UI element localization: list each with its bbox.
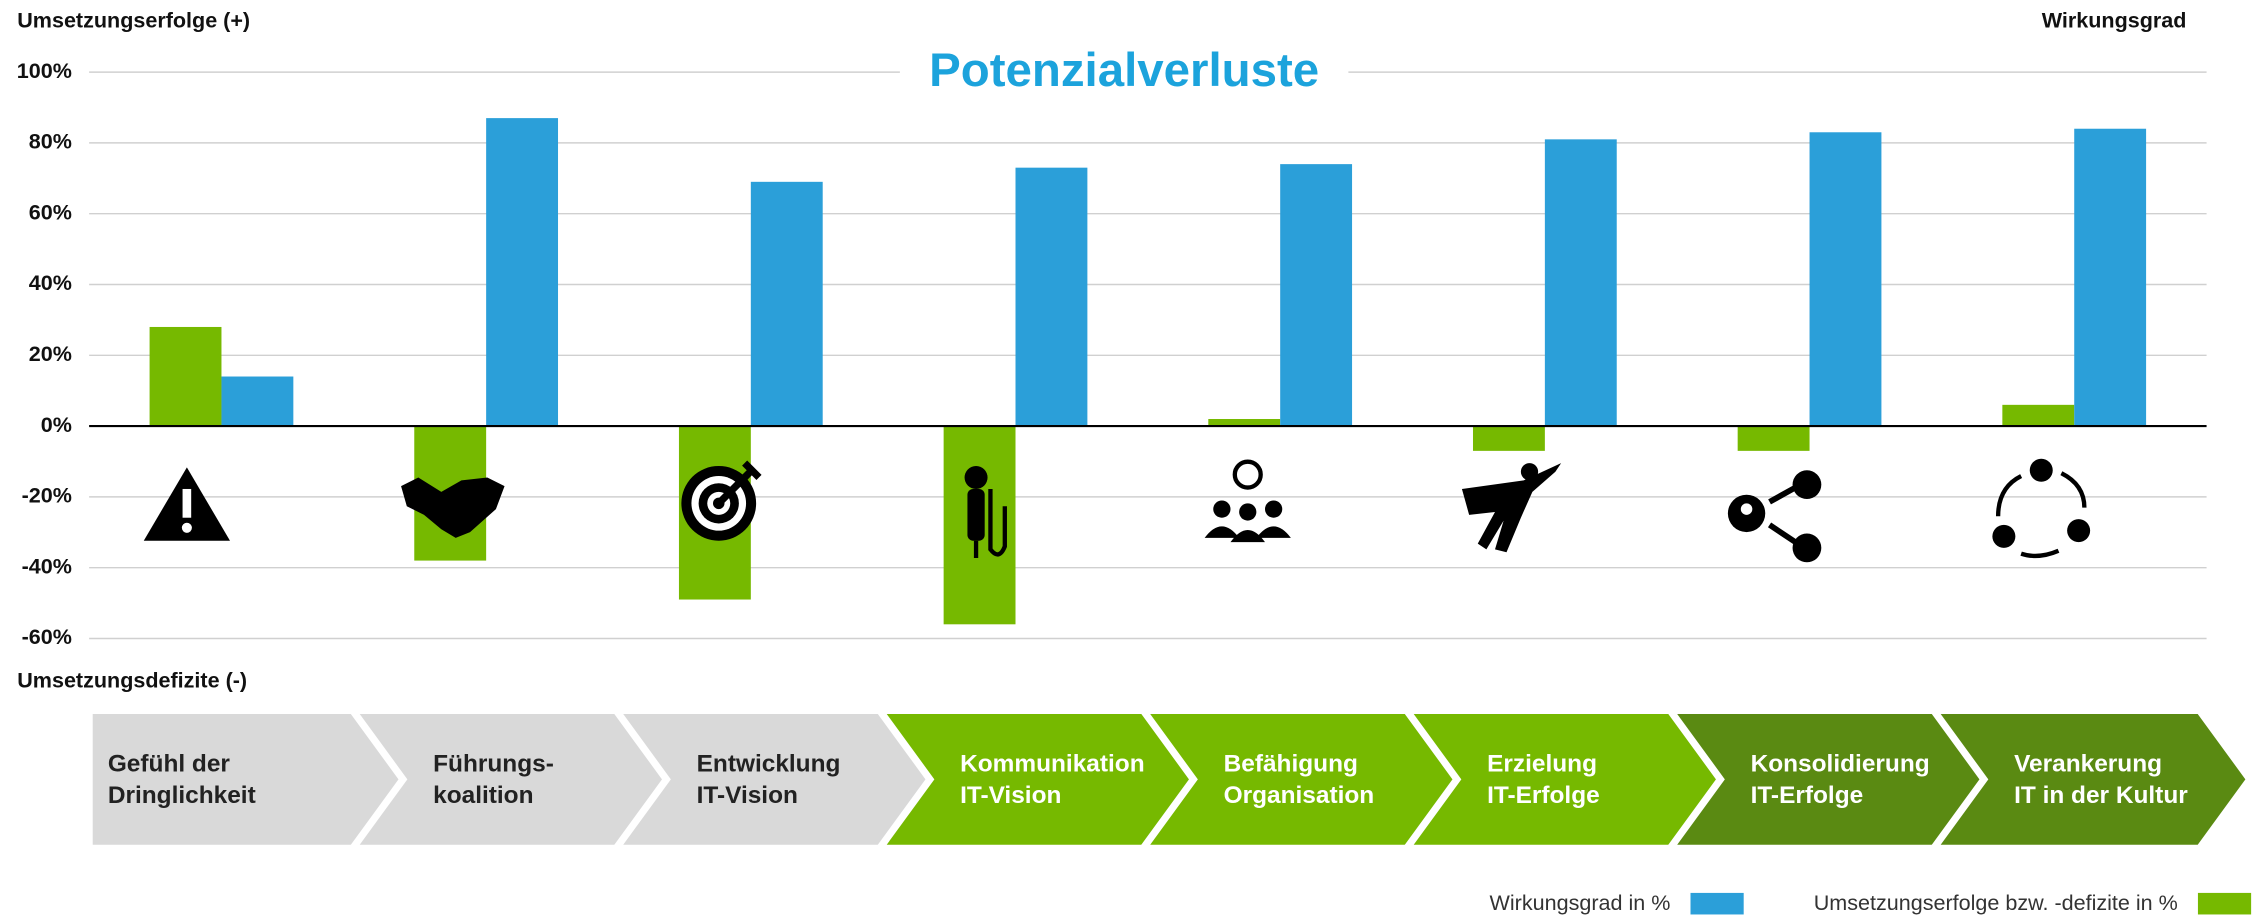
x-tick-label: Befähigung (1224, 750, 1358, 777)
y-tick-label: 20% (29, 341, 72, 366)
bar (1280, 164, 1353, 427)
bar (1737, 426, 1810, 451)
bar (149, 326, 222, 427)
x-tick-label: Verankerung (2014, 750, 2162, 777)
chevron (345, 706, 674, 852)
y-tick-label: 60% (29, 199, 72, 224)
y-label-bottom: Umsetzungsdefizite (-) (17, 667, 247, 692)
bar (221, 376, 294, 427)
x-tick-label: IT-Erfolge (1751, 782, 1864, 809)
y-tick-label: 40% (29, 270, 72, 295)
chevron (1136, 706, 1464, 852)
y-tick-label: 100% (17, 58, 72, 83)
icon-hero (1461, 463, 1562, 553)
legend-label: Wirkungsgrad in % (1490, 890, 1671, 915)
bar (2074, 128, 2147, 427)
bar (1208, 418, 1281, 427)
bar (1544, 139, 1617, 427)
x-tick-label: koalition (433, 782, 533, 809)
chevron (85, 706, 410, 852)
x-tick-label: IT-Erfolge (1487, 782, 1600, 809)
chart-title: Potenzialverluste (929, 44, 1319, 97)
bar (1472, 426, 1545, 451)
legend-label: Umsetzungserfolge bzw. -defizite in % (1814, 890, 2178, 915)
x-tick-label: IT-Vision (697, 782, 798, 809)
icon-share (1727, 470, 1822, 563)
y-tick-label: -40% (22, 553, 72, 578)
x-tick-label: IT in der Kultur (2014, 782, 2188, 809)
bar (750, 181, 823, 427)
x-tick-label: Kommunikation (960, 750, 1145, 777)
y-tick-label: -60% (22, 624, 72, 649)
y-tick-label: 0% (41, 412, 72, 437)
x-tick-label: Erzielung (1487, 750, 1597, 777)
chevron (1926, 706, 2254, 852)
icon-target (681, 460, 762, 541)
x-tick-label: Dringlichkeit (108, 782, 256, 809)
y-label-right: Wirkungsgrad (2042, 7, 2187, 32)
icon-microphone (964, 465, 1007, 558)
icons (143, 458, 2091, 563)
y-label-top: Umsetzungserfolge (+) (17, 7, 250, 32)
x-tick-label: IT-Vision (960, 782, 1061, 809)
title-bg (899, 43, 1349, 101)
legend-swatch (1690, 892, 1744, 915)
legend-swatch (2197, 892, 2252, 915)
x-tick-label: Organisation (1224, 782, 1375, 809)
bar (2002, 404, 2075, 427)
chevron (1663, 706, 1991, 852)
chevron (609, 706, 937, 852)
x-tick-label: Konsolidierung (1751, 750, 1930, 777)
bar (486, 118, 559, 427)
x-tick-label: Gefühl der (108, 750, 231, 777)
y-tick-label: 80% (29, 129, 72, 154)
icon-cycle (1992, 458, 2091, 559)
bar (1015, 167, 1088, 427)
icon-team (1204, 459, 1291, 543)
x-tick-label: Führungs- (433, 750, 554, 777)
chevron (872, 706, 1201, 852)
y-tick-label: -20% (22, 483, 72, 508)
bar (1809, 132, 1882, 427)
icon-handshake (401, 477, 505, 538)
chevron (1399, 706, 1728, 852)
icon-warning (143, 467, 230, 541)
x-tick-label: Entwicklung (697, 750, 841, 777)
